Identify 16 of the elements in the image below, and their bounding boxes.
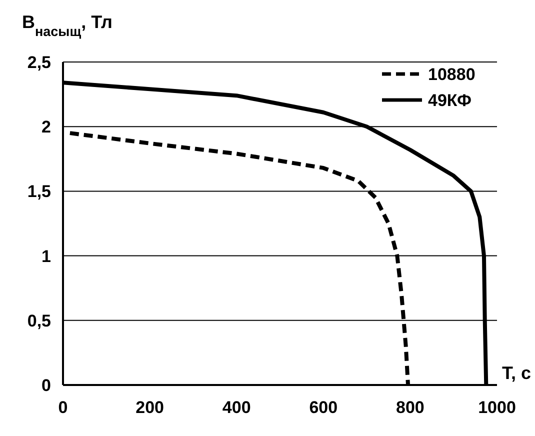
x-tick-label: 0: [58, 398, 68, 417]
y-tick-label: 2: [42, 118, 51, 137]
y-tick-label: 1,5: [27, 182, 51, 202]
y-axis-title: B$_{насыщ}$, Тл: [22, 12, 112, 38]
y-tick-label: 1: [42, 246, 51, 266]
x-tick-label: 600: [309, 398, 338, 417]
x-tick-label: 200: [136, 398, 164, 417]
y-tick-label: 0: [42, 376, 51, 395]
y-tick-label: 2,5: [27, 53, 51, 72]
legend-label: 10880: [428, 65, 476, 84]
y-tick-label: 0,5: [27, 311, 51, 330]
x-axis-title: T, c: [502, 363, 531, 383]
x-tick-label: 1000: [478, 398, 516, 417]
x-tick-label: 800: [396, 398, 424, 417]
x-tick-label: 400: [222, 398, 251, 417]
legend-label: 49КФ: [428, 91, 472, 110]
